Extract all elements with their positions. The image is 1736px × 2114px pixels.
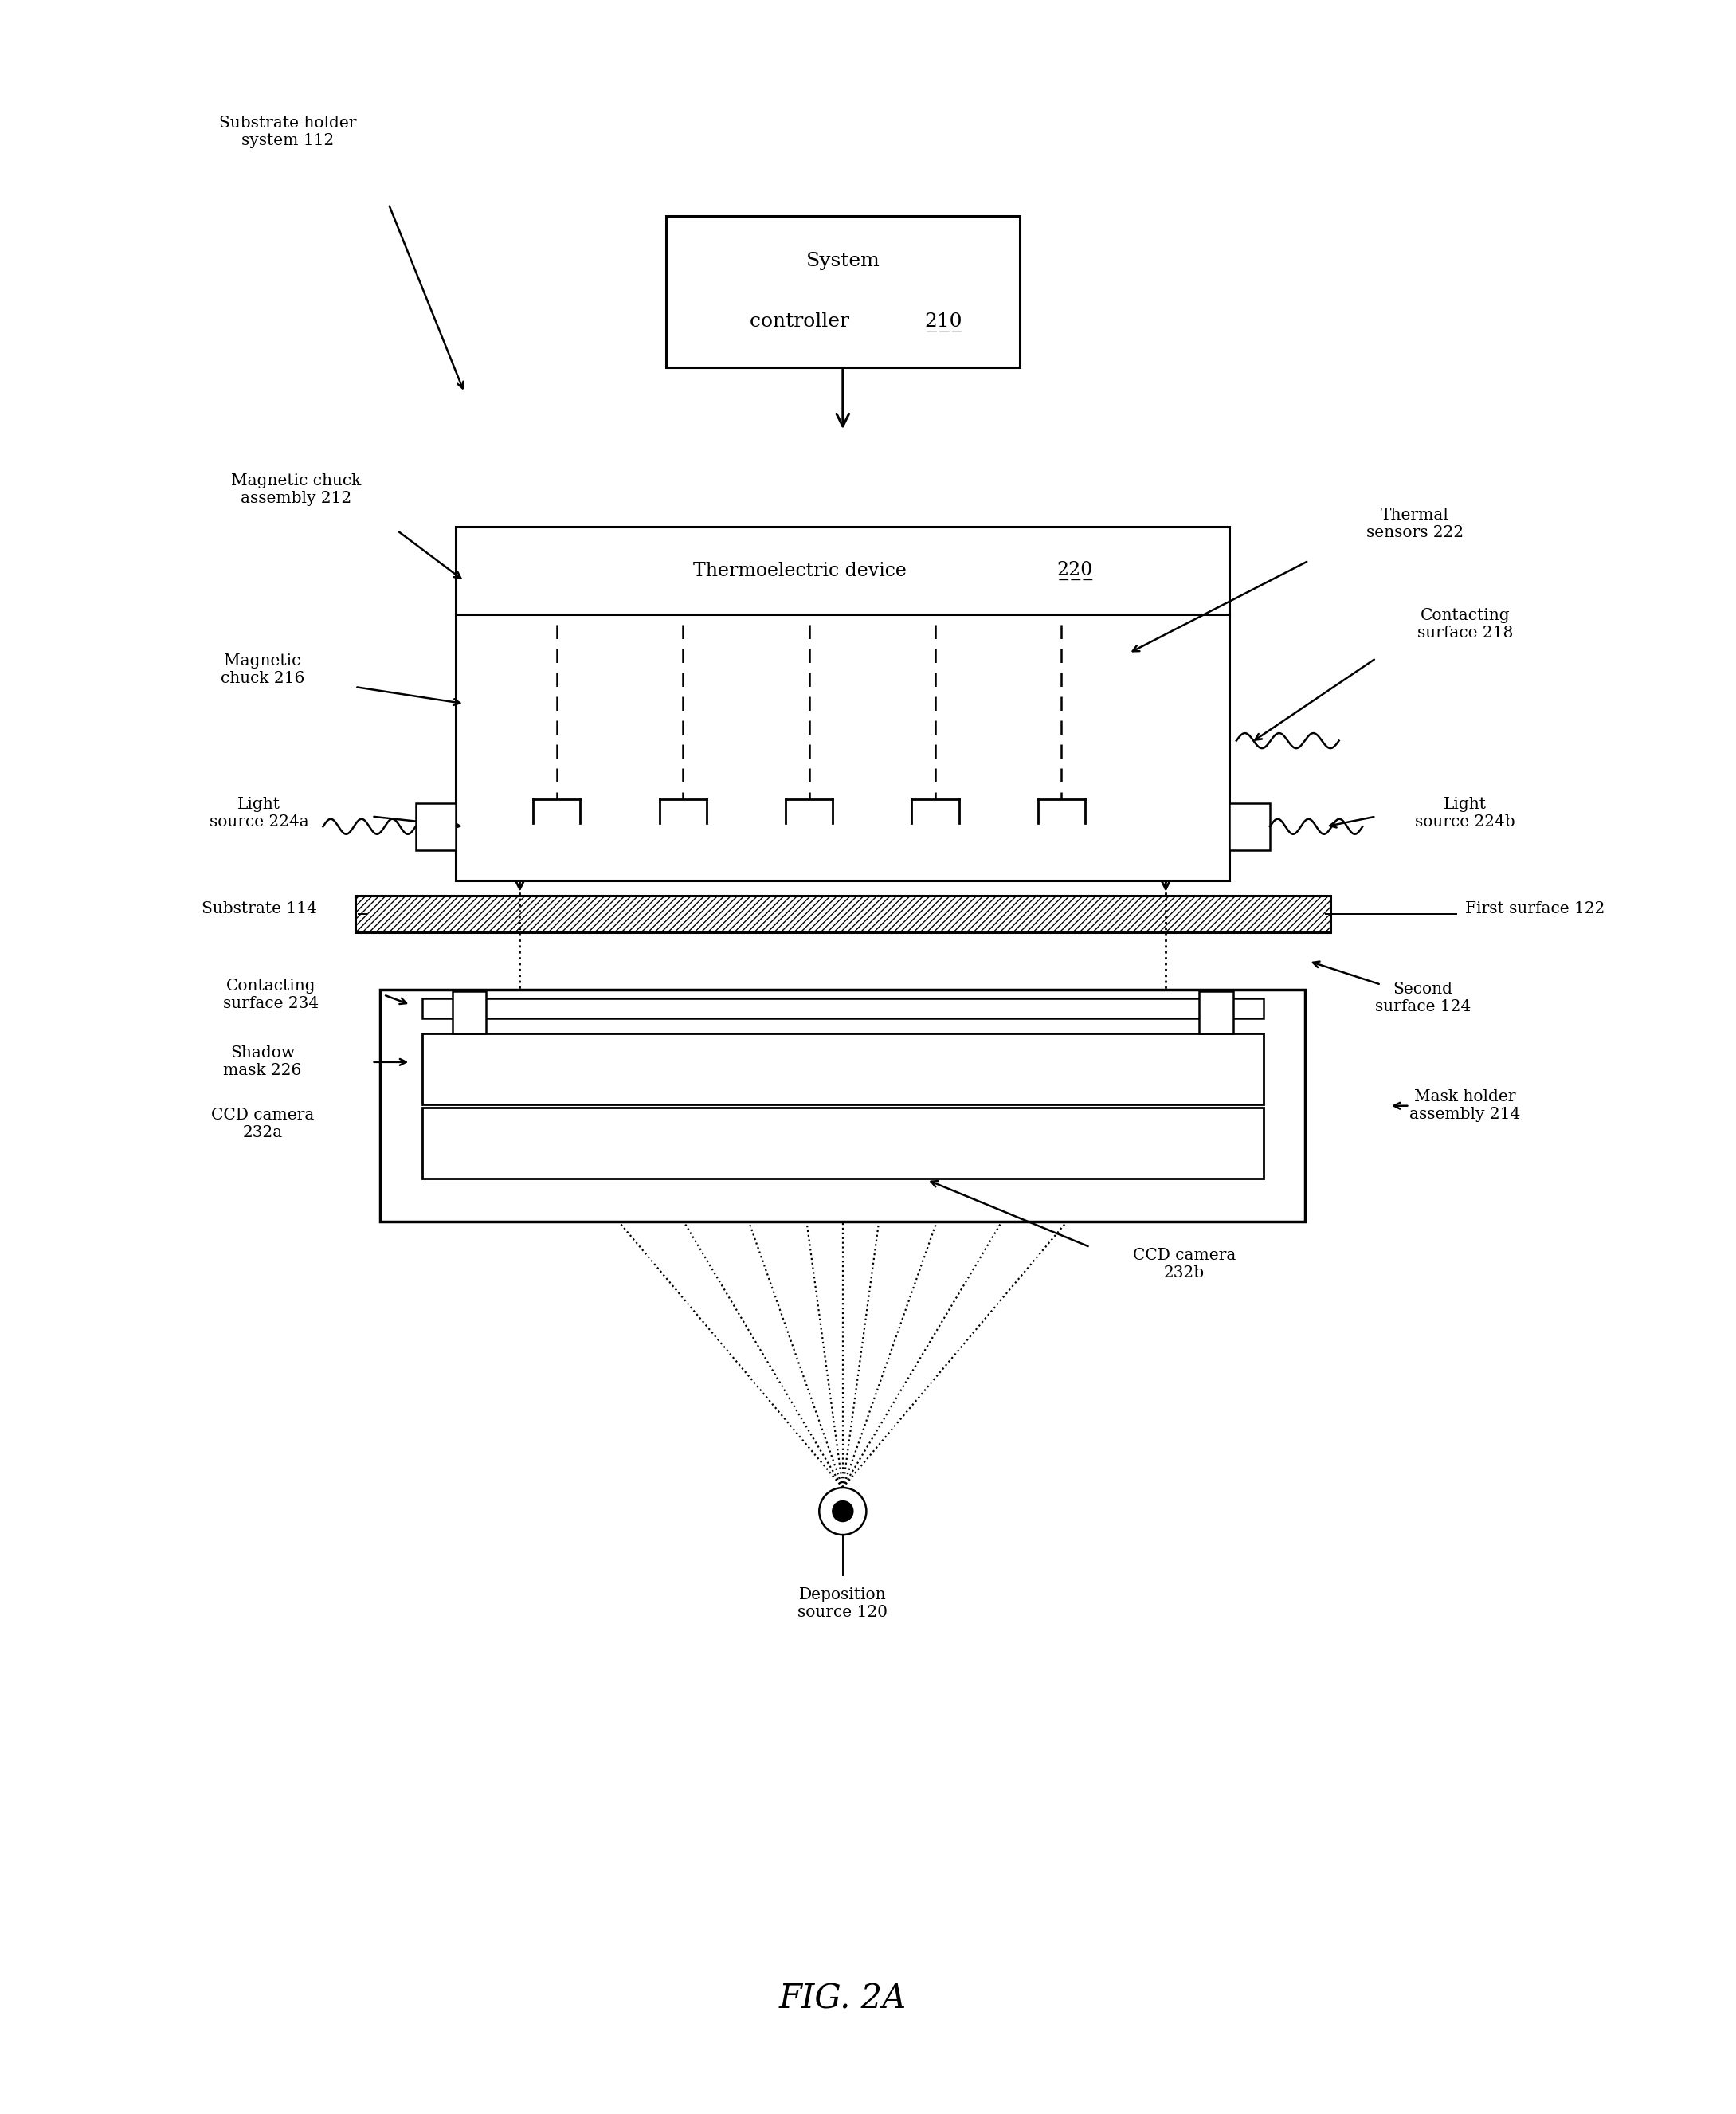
- Text: controller: controller: [750, 313, 863, 332]
- Bar: [453, 991, 486, 1034]
- Text: Thermoelectric device: Thermoelectric device: [693, 562, 918, 579]
- Text: Motion control system: Motion control system: [682, 1133, 908, 1152]
- Text: 2̲2̲8̲: 2̲2̲8̲: [979, 1055, 1016, 1076]
- Text: 2̲2̲0̲: 2̲2̲0̲: [1057, 560, 1094, 581]
- Text: System: System: [806, 252, 880, 271]
- Bar: [1229, 803, 1271, 850]
- Text: Light
source 224b: Light source 224b: [1415, 797, 1516, 829]
- Bar: [354, 896, 1330, 932]
- Circle shape: [833, 1501, 852, 1522]
- Text: Thermal
sensors 222: Thermal sensors 222: [1366, 507, 1463, 539]
- Text: Deposition
source 120: Deposition source 120: [799, 1588, 887, 1619]
- Bar: [457, 526, 1229, 879]
- Bar: [354, 896, 1330, 932]
- Text: CCD camera
232b: CCD camera 232b: [1132, 1247, 1236, 1281]
- Text: Substrate holder
system 112: Substrate holder system 112: [219, 116, 356, 148]
- Text: Mask holder
assembly 214: Mask holder assembly 214: [1410, 1089, 1521, 1123]
- Text: Shadow
mask 226: Shadow mask 226: [224, 1046, 302, 1078]
- Bar: [1200, 991, 1233, 1034]
- Circle shape: [819, 1488, 866, 1535]
- Text: 2̲1̲0̲: 2̲1̲0̲: [925, 313, 963, 332]
- Text: Contacting
surface 218: Contacting surface 218: [1417, 609, 1514, 641]
- Text: Light
source 224a: Light source 224a: [210, 797, 309, 829]
- Text: CCD camera
232a: CCD camera 232a: [212, 1108, 314, 1142]
- Bar: [422, 1108, 1264, 1177]
- Text: Mask holder: Mask holder: [743, 1057, 875, 1074]
- Bar: [415, 803, 457, 850]
- Bar: [667, 216, 1019, 368]
- Text: First surface 122: First surface 122: [1465, 901, 1604, 917]
- Bar: [422, 1034, 1264, 1104]
- Text: Contacting
surface 234: Contacting surface 234: [222, 979, 319, 1010]
- Text: Magnetic
chuck 216: Magnetic chuck 216: [220, 653, 304, 687]
- Text: Second
surface 124: Second surface 124: [1375, 981, 1470, 1015]
- Bar: [422, 998, 1264, 1019]
- Text: 2̲3̲0̲: 2̲3̲0̲: [1069, 1133, 1104, 1152]
- Text: Substrate 114: Substrate 114: [201, 901, 316, 917]
- Text: FIG. 2A: FIG. 2A: [779, 1983, 906, 2017]
- Bar: [380, 989, 1305, 1222]
- Text: Magnetic chuck
assembly 212: Magnetic chuck assembly 212: [231, 474, 361, 507]
